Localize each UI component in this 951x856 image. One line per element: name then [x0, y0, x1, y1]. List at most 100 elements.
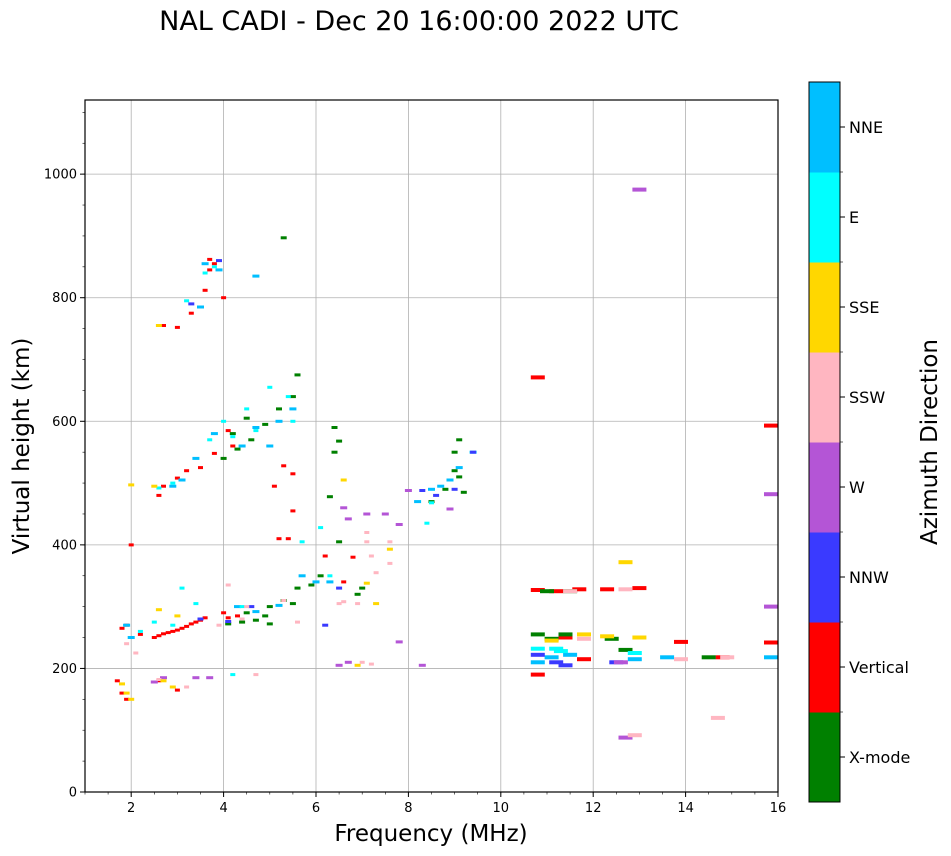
echo-point-vertical	[202, 288, 208, 292]
echo-point-e	[211, 265, 217, 269]
echo-point-sse	[618, 560, 633, 565]
echo-point-vertical	[174, 325, 180, 329]
echo-point-e	[230, 673, 236, 677]
echo-point-x-mode	[442, 487, 449, 491]
echo-point-x-mode	[239, 620, 246, 624]
echo-point-sse	[155, 608, 162, 612]
colorbar-segment	[809, 352, 840, 443]
echo-point-x-mode	[252, 618, 259, 622]
echo-point-nne	[312, 580, 320, 584]
echo-point-nnw	[433, 493, 440, 497]
echo-point-ssw	[281, 599, 287, 602]
echo-point-x-mode	[243, 416, 250, 420]
echo-point-nne	[298, 574, 306, 578]
echo-point-x-mode	[294, 586, 301, 590]
echo-point-vertical	[276, 537, 282, 541]
echo-point-nne	[530, 660, 545, 665]
echo-point-x-mode	[460, 490, 467, 494]
echo-point-nne	[544, 655, 559, 660]
colorbar-frame	[808, 81, 841, 803]
echo-point-vertical	[230, 444, 236, 448]
echo-point-vertical	[170, 629, 176, 633]
x-tick-label: 6	[312, 801, 320, 816]
echo-point-x-mode	[248, 438, 255, 442]
echo-point-nnw	[419, 489, 426, 492]
colorbar-tick-label: NNW	[849, 568, 889, 587]
echo-point-nne	[252, 426, 260, 429]
echo-point-ssw	[577, 636, 591, 641]
echo-point-nnw	[336, 586, 343, 590]
colorbar-segment	[809, 172, 840, 263]
echo-point-nne	[660, 655, 675, 660]
echo-point-nne	[238, 444, 246, 448]
echo-point-nnw	[225, 620, 232, 623]
echo-point-e	[207, 438, 213, 442]
echo-point-ssw	[364, 531, 370, 534]
echo-point-vertical	[184, 624, 190, 628]
echo-point-vertical	[221, 296, 227, 300]
echo-point-nnw	[322, 623, 329, 627]
echo-point-vertical	[674, 639, 688, 644]
echo-point-sse	[128, 483, 135, 487]
colorbar-segment	[809, 622, 840, 713]
echo-point-nnw	[558, 663, 573, 668]
echo-point-vertical	[211, 451, 217, 455]
echo-point-x-mode	[540, 589, 554, 594]
echo-point-e	[193, 602, 199, 606]
echo-point-e	[156, 486, 162, 490]
echo-point-vertical	[151, 636, 157, 639]
echo-point-vertical	[161, 324, 166, 327]
echo-point-sse	[386, 547, 393, 551]
x-tick-label: 4	[219, 801, 227, 816]
echo-point-nnw	[216, 259, 222, 263]
chart-title: NAL CADI - Dec 20 16:00:00 2022 UTC	[159, 6, 679, 37]
echo-point-vertical	[572, 587, 587, 592]
echo-point-ssw	[216, 623, 222, 627]
echo-point-ssw	[373, 571, 379, 575]
echo-point-ssw	[359, 660, 365, 664]
echo-point-w	[395, 523, 403, 526]
colorbar: X-mode Vertical NNW W SSW SSE E NNE	[808, 81, 910, 803]
echo-point-w	[340, 506, 348, 510]
echo-point-e	[184, 299, 190, 303]
y-tick-label: 600	[52, 415, 77, 430]
echo-point-nne	[275, 603, 283, 607]
colorbar-segment	[809, 82, 840, 173]
echo-point-nne	[563, 652, 578, 657]
echo-point-x-mode	[451, 450, 458, 454]
echo-point-vertical	[558, 635, 573, 640]
echo-point-x-mode	[289, 602, 296, 606]
echo-point-ssw	[336, 602, 342, 606]
echo-point-nne	[234, 605, 241, 609]
echo-point-vertical	[225, 616, 231, 620]
echo-point-nnw	[197, 617, 204, 621]
echo-point-nne	[428, 487, 435, 491]
echo-point-x-mode	[456, 475, 463, 479]
echo-point-ssw	[364, 540, 370, 544]
echo-point-vertical	[202, 616, 208, 620]
echo-point-e	[549, 646, 564, 651]
echo-point-vertical	[764, 423, 778, 428]
echo-point-e	[151, 620, 157, 624]
echo-point-nne	[627, 657, 642, 662]
echo-point-ssw	[368, 554, 374, 558]
echo-point-w	[150, 680, 158, 684]
x-axis-label: Frequency (MHz)	[334, 821, 527, 847]
echo-point-w	[344, 517, 352, 521]
echo-point-vertical	[632, 586, 647, 591]
echo-point-nne	[210, 432, 218, 436]
echo-point-sse	[340, 478, 347, 482]
colorbar-segment	[809, 442, 840, 533]
echo-point-ssw	[720, 655, 735, 660]
echo-point-vertical	[174, 628, 180, 632]
echo-point-vertical	[285, 537, 291, 541]
echo-point-sse	[160, 679, 167, 683]
echo-point-e	[170, 623, 176, 627]
echo-point-nne	[215, 268, 223, 272]
echo-point-x-mode	[331, 426, 338, 429]
echo-point-x-mode	[234, 447, 241, 451]
echo-point-nne	[201, 262, 209, 266]
echo-point-vertical	[225, 429, 231, 433]
colorbar-segment	[809, 712, 840, 803]
colorbar-tick-label: SSW	[849, 388, 885, 407]
